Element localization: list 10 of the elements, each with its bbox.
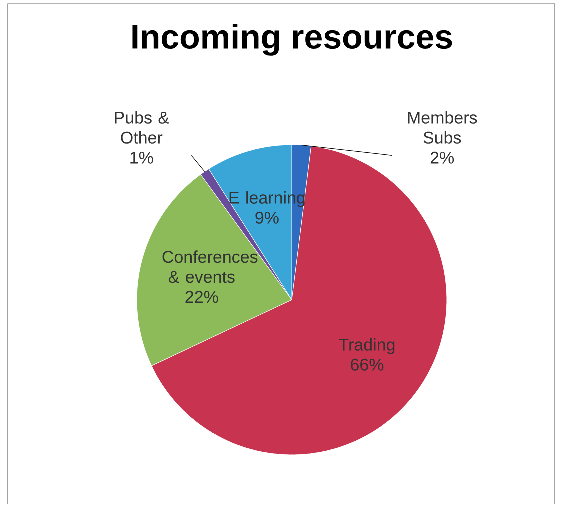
data-label: 1% bbox=[130, 152, 154, 164]
data-label: 22% bbox=[186, 291, 218, 304]
slice-label: Conferences & events bbox=[162, 250, 258, 284]
chart-title: Incoming resources bbox=[132, 24, 452, 56]
data-label: 66% bbox=[351, 358, 384, 371]
slice-label: Members Subs bbox=[408, 111, 478, 144]
data-label: 2% bbox=[430, 152, 454, 164]
data-label: 9% bbox=[256, 212, 279, 224]
slice-label: Pubs & Other bbox=[115, 111, 170, 144]
slice-label: Trading bbox=[339, 338, 395, 354]
